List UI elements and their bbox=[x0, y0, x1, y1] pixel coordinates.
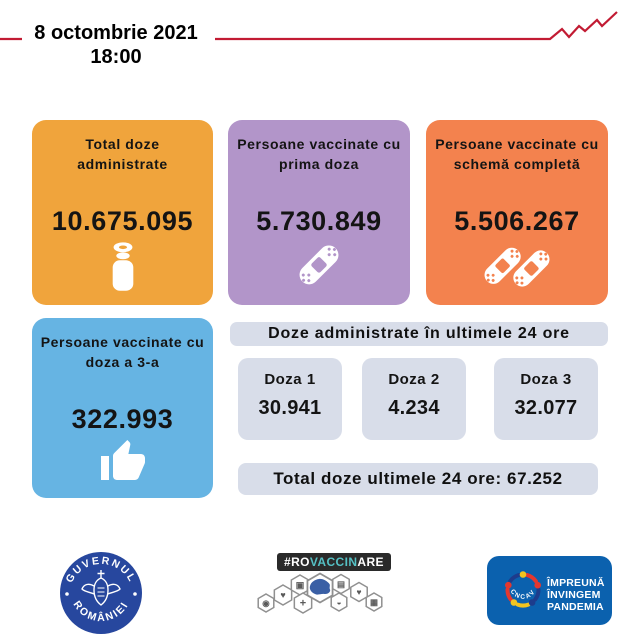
hashtag-suffix: ARE bbox=[357, 555, 384, 569]
svg-text:◉: ◉ bbox=[262, 598, 270, 608]
dose2-card: Doza 2 4.234 bbox=[362, 358, 466, 440]
clipboard-icon: ▤ bbox=[332, 573, 350, 595]
dose-label: Doza 3 bbox=[520, 371, 572, 388]
dose-value: 30.941 bbox=[258, 397, 322, 419]
bandage-dots bbox=[301, 247, 337, 283]
card-title: Total doze administrate bbox=[77, 136, 168, 172]
heartbeat-line-graphic bbox=[0, 11, 618, 41]
dose-value: 32.077 bbox=[514, 397, 578, 419]
last24h-title: Doze administrate în ultimele 24 ore bbox=[268, 325, 570, 342]
card-full-schema: Persoane vaccinate cu schemă completă 5.… bbox=[426, 120, 608, 305]
bandage-icon bbox=[299, 245, 339, 285]
ambulance-icon: ▦ bbox=[365, 592, 383, 612]
hashtag-mid: VACCIN bbox=[309, 555, 358, 569]
last24h-total-bar: Total doze ultimele 24 ore: 67.252 bbox=[238, 463, 598, 495]
svg-text:♥: ♥ bbox=[280, 590, 285, 600]
face-mask-icon: ◒ bbox=[330, 592, 348, 612]
svg-text:♥: ♥ bbox=[356, 587, 361, 597]
hashtag-prefix: #RO bbox=[284, 555, 310, 569]
card-value: 5.730.849 bbox=[256, 206, 382, 237]
card-value: 10.675.095 bbox=[51, 206, 194, 237]
dose1-card: Doza 1 30.941 bbox=[238, 358, 342, 440]
svg-text:▦: ▦ bbox=[370, 597, 378, 607]
dose-label: Doza 2 bbox=[388, 371, 440, 388]
card-value: 5.506.267 bbox=[454, 206, 580, 237]
cncav-logo: CNCAV ÎMPREUNĂ ÎNVINGEM PANDEMIA bbox=[487, 556, 612, 625]
last24h-total: Total doze ultimele 24 ore: 67.252 bbox=[273, 469, 563, 488]
card-total-doses: Total doze administrate 10.675.095 bbox=[32, 120, 213, 305]
report-time: 18:00 bbox=[90, 46, 142, 68]
cncav-people-ring bbox=[505, 573, 541, 608]
cncav-people-heads bbox=[505, 571, 541, 606]
double-bandage-icon bbox=[484, 247, 550, 287]
card-first-dose: Persoane vaccinate cu prima doza 5.730.8… bbox=[228, 120, 410, 305]
first-aid-kit-icon: ▣ bbox=[290, 574, 310, 596]
svg-text:◒: ◒ bbox=[336, 597, 341, 607]
rovaccinare-hexagon-cluster: ◉ ♥ ▣ + ▤ ◒ ♥ ▦ bbox=[257, 572, 383, 614]
stethoscope-icon: ◉ bbox=[257, 593, 275, 613]
romania-map-icon bbox=[306, 572, 334, 604]
cncav-slogan-line3: PANDEMIA bbox=[547, 601, 604, 613]
card-title: Persoane vaccinate cu doza a 3-a bbox=[40, 334, 205, 370]
heart-pulse-icon: ♥ bbox=[273, 584, 293, 606]
svg-text:▤: ▤ bbox=[337, 579, 345, 589]
thumbs-up-icon bbox=[100, 440, 145, 480]
svg-text:+: + bbox=[300, 598, 306, 610]
card-title: Persoane vaccinate cu prima doza bbox=[237, 136, 401, 172]
heartbeat-line bbox=[215, 11, 618, 41]
report-datetime: 8 octombrie 2021 18:00 bbox=[34, 21, 198, 69]
rovaccinare-hashtag: #ROVACCINARE bbox=[277, 553, 391, 571]
cncav-slogan-line1: ÎMPREUNĂ bbox=[546, 576, 605, 589]
gov-logo-left-dot bbox=[65, 592, 69, 596]
dose-value: 4.234 bbox=[388, 397, 440, 419]
government-of-romania-logo: GUVERNUL ROMÂNIEI bbox=[60, 552, 142, 634]
coat-of-arms-icon bbox=[81, 570, 121, 606]
dose-label: Doza 1 bbox=[264, 371, 316, 388]
card-third-dose: Persoane vaccinate cu doza a 3-a 322.993 bbox=[32, 318, 213, 498]
heart-icon: ♥ bbox=[350, 581, 368, 603]
card-value: 322.993 bbox=[71, 404, 174, 435]
last24h-title-bar: Doze administrate în ultimele 24 ore bbox=[230, 322, 608, 346]
dose3-card: Doza 3 32.077 bbox=[494, 358, 598, 440]
vaccine-vial-icon bbox=[112, 242, 133, 291]
cncav-slogan-line2: ÎNVINGEM bbox=[546, 588, 601, 601]
gov-logo-right-dot bbox=[133, 592, 137, 596]
card-title: Persoane vaccinate cu schemă completă bbox=[435, 136, 599, 172]
svg-text:▣: ▣ bbox=[296, 580, 305, 590]
report-date: 8 octombrie 2021 bbox=[34, 22, 198, 44]
